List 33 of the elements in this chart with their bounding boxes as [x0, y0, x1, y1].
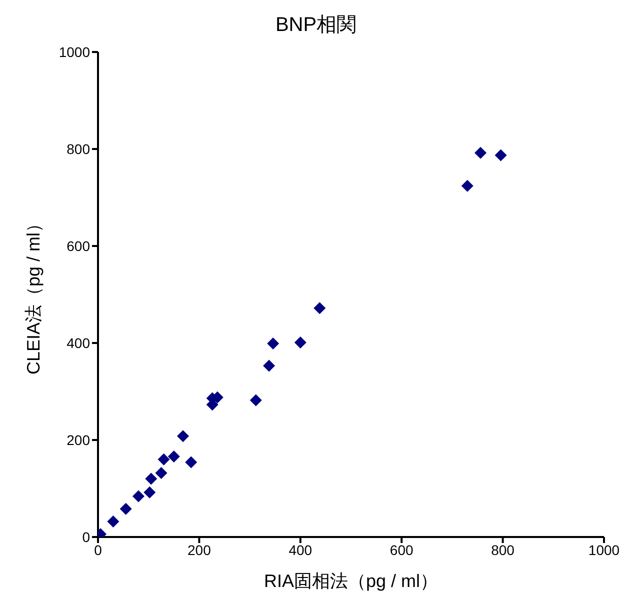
- point: [474, 146, 487, 159]
- y-tick-label: 600: [66, 238, 90, 254]
- point: [168, 450, 180, 462]
- point: [294, 336, 306, 349]
- point: [145, 472, 158, 485]
- y-tick-label: 200: [66, 432, 90, 448]
- x-tick-label: 800: [491, 542, 515, 558]
- point: [185, 456, 198, 468]
- y-tick-label: 400: [66, 334, 90, 351]
- point: [107, 515, 120, 528]
- x-tick-label: 400: [288, 542, 312, 558]
- point: [132, 490, 144, 502]
- y-tick-label: 0: [82, 528, 90, 545]
- point: [155, 466, 168, 479]
- y-tick-label: 1000: [58, 44, 90, 60]
- point: [267, 337, 280, 350]
- x-tick-label: 600: [390, 542, 414, 558]
- x-tick-label: 200: [188, 542, 212, 558]
- point: [263, 360, 276, 372]
- point: [144, 486, 156, 498]
- y-tick-label: 800: [66, 140, 90, 157]
- point: [314, 302, 326, 314]
- point: [494, 149, 507, 162]
- x-axis-title: RIA固相法（pg / ml）: [264, 571, 438, 591]
- point: [177, 430, 190, 442]
- x-tick-label: 1000: [588, 542, 620, 558]
- point: [461, 180, 474, 192]
- point: [120, 502, 132, 515]
- point: [158, 453, 170, 466]
- y-axis-title: CLEIA法（pg / ml）: [23, 214, 44, 375]
- x-tick-label: 0: [94, 542, 102, 558]
- point: [250, 394, 262, 406]
- chart-title: BNP相関: [274, 13, 358, 38]
